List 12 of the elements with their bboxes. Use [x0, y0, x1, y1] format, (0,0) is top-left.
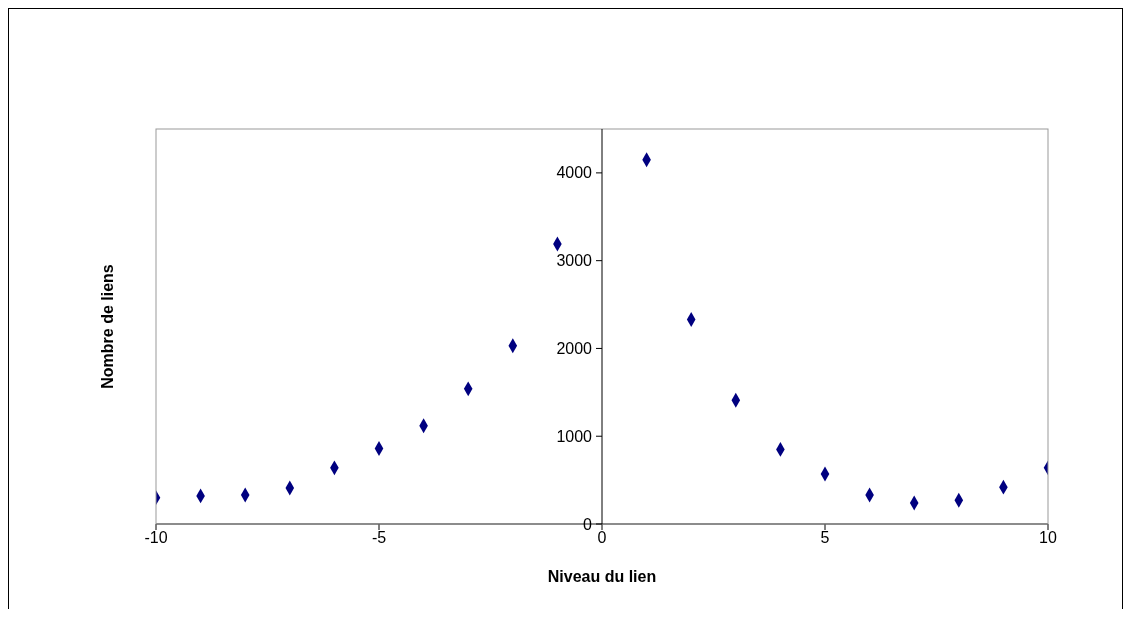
x-tick-label: -10	[144, 529, 168, 547]
y-tick-label: 3000	[556, 252, 593, 270]
y-tick-label: 2000	[556, 340, 593, 358]
x-tick-label: 0	[597, 529, 607, 547]
y-axis-title: Nombre de liens	[99, 264, 116, 389]
y-tick-label: 0	[583, 515, 593, 533]
x-axis-title: Niveau du lien	[547, 568, 657, 585]
x-tick-label: 5	[820, 529, 830, 547]
x-tick-label: -5	[371, 529, 387, 547]
y-tick-label: 1000	[556, 427, 593, 445]
x-tick-label: 10	[1039, 529, 1057, 547]
y-tick-label: 4000	[556, 164, 593, 182]
